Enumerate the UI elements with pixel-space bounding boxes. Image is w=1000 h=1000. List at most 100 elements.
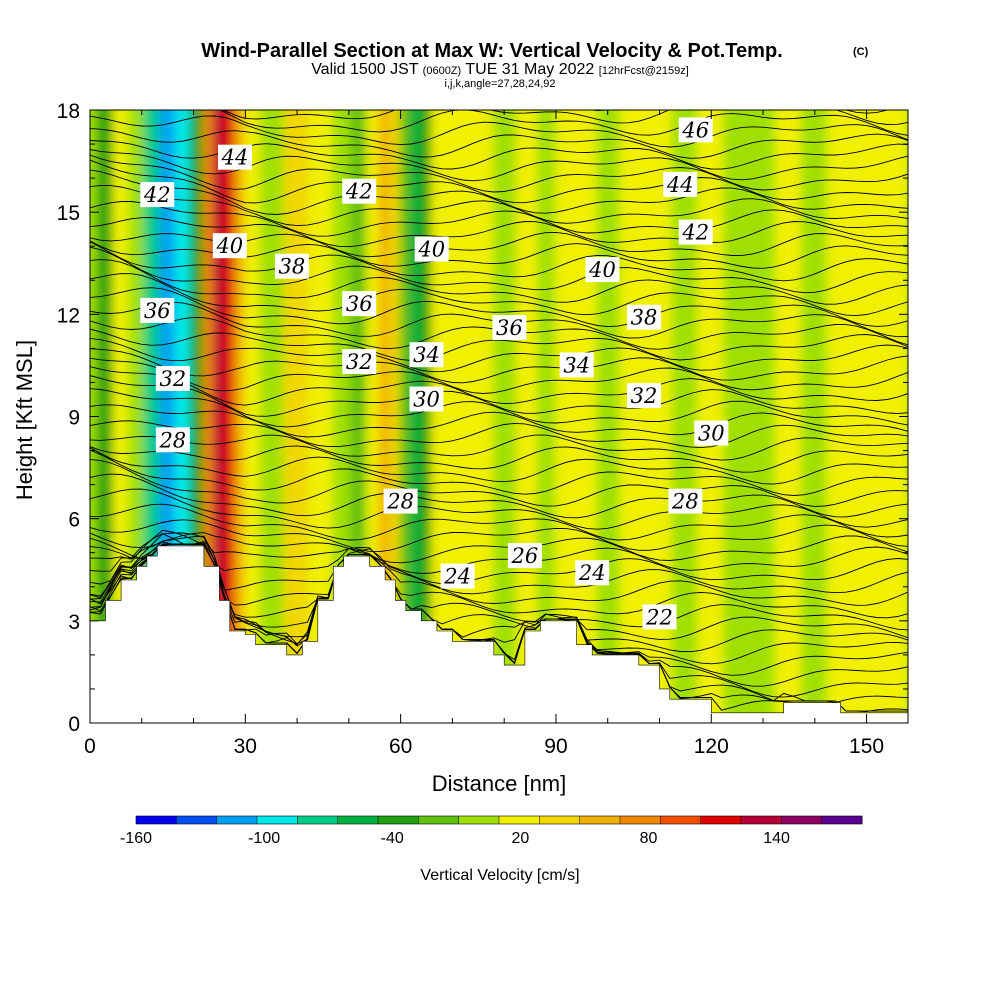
theta-contour <box>90 348 908 384</box>
theta-contour <box>90 404 908 438</box>
theta-contour <box>90 217 908 248</box>
theta-contour <box>90 287 908 328</box>
theta-contour <box>90 541 908 595</box>
velocity-band <box>619 110 648 723</box>
theta-contour <box>90 449 908 496</box>
contour-label-text: 28 <box>671 490 699 514</box>
colorbar-swatch <box>216 816 258 824</box>
contour-label: 30 <box>409 386 444 412</box>
chart-subtitle: Valid 1500 JST (0600Z) TUE 31 May 2022 [… <box>311 61 689 78</box>
contour-label: 44 <box>663 171 698 197</box>
colorbar-swatch <box>499 816 540 824</box>
velocity-band <box>516 110 539 723</box>
terrain <box>90 545 908 723</box>
contour-label-text: 32 <box>346 350 373 374</box>
contour-label-box <box>409 386 444 412</box>
forecast-info: [12hrFcst@2159z] <box>599 65 689 77</box>
velocity-band <box>492 110 519 723</box>
velocity-band <box>878 110 902 723</box>
contour-label-box <box>342 349 377 374</box>
colorbar-swatch <box>337 816 379 824</box>
contour-label: 38 <box>627 304 661 330</box>
theta-contour <box>90 366 908 406</box>
y-axis-label: Height [Kft MSL] <box>12 340 37 500</box>
contour-label-text: 24 <box>578 561 606 585</box>
theta-contour <box>90 259 908 305</box>
contour-label-text: 40 <box>417 238 445 262</box>
contour-label: 28 <box>668 488 703 514</box>
contour-label-text: 42 <box>345 180 373 204</box>
colorbar-swatch <box>378 816 419 824</box>
contour-label: 28 <box>383 488 418 514</box>
colorbar-swatch <box>176 816 218 824</box>
contour-label-box <box>140 182 175 208</box>
contour-label-box <box>155 366 190 391</box>
velocity-band <box>554 110 578 723</box>
contour-label: 22 <box>642 604 677 630</box>
contour-label-box <box>409 342 444 368</box>
theta-contour <box>90 337 908 373</box>
colorbar-swatch <box>418 816 460 824</box>
contour-label-text: 30 <box>698 422 725 446</box>
colorbar-swatch <box>136 816 177 824</box>
theta-contour <box>90 241 908 282</box>
contour-label: 40 <box>414 236 449 262</box>
contour-label-text: 22 <box>645 605 673 629</box>
contour-label-text: 36 <box>144 299 171 323</box>
contour-label-text: 42 <box>681 221 709 245</box>
valid-utc: (0600Z) <box>423 65 462 77</box>
colorbar-swatch <box>458 816 500 824</box>
theta-contour <box>90 246 908 294</box>
y-tick-label: 9 <box>68 407 80 430</box>
contour-label: 40 <box>212 233 247 259</box>
contour-label-box <box>212 233 247 259</box>
contour-label-text: 42 <box>143 183 171 207</box>
colorbar-swatch <box>821 816 863 824</box>
theta-contour <box>90 447 908 485</box>
contour-label: 24 <box>575 560 610 586</box>
contour-label-text: 44 <box>221 146 249 170</box>
contour-label-text: 30 <box>413 388 440 412</box>
theta-contour <box>90 420 908 449</box>
contour-label: 24 <box>440 563 475 589</box>
contour-label-box <box>342 291 377 317</box>
theta-contour <box>90 149 908 182</box>
contour-label-box <box>218 144 252 170</box>
contour-label-text: 34 <box>563 353 590 377</box>
velocity-band <box>283 110 312 723</box>
x-axis: 0 30 60 90 120 150 <box>84 110 884 758</box>
theta-contour <box>90 273 908 317</box>
contour-label-text: 40 <box>588 258 616 282</box>
colorbar-label: Vertical Velocity [cm/s] <box>420 867 579 884</box>
velocity-band <box>223 110 236 723</box>
velocity-band <box>96 110 115 723</box>
colorbar-swatch <box>579 816 621 824</box>
colorbar-tick-label: 80 <box>640 830 658 847</box>
velocity-band <box>448 110 475 723</box>
contour-labels: 46 44 44 42 42 42 40 40 40 38 38 36 36 36 34 34 32 32 32 30… <box>140 117 729 630</box>
theta-contour <box>90 488 908 530</box>
x-tick-label: 0 <box>84 735 96 758</box>
theta-contour <box>90 159 908 204</box>
valid-date: TUE 31 May 2022 <box>465 61 594 78</box>
theta-contour <box>90 154 908 193</box>
velocity-band <box>723 110 752 723</box>
contour-label-box <box>663 171 698 197</box>
y-tick-label: 15 <box>57 202 80 225</box>
contour-label: 26 <box>507 543 542 569</box>
contour-label-box <box>559 352 594 378</box>
colorbar-tick-label: -160 <box>120 830 152 847</box>
velocity-band <box>697 110 726 723</box>
contour-label: 32 <box>627 383 661 409</box>
theta-contour <box>90 128 908 159</box>
contour-label-box <box>414 236 449 262</box>
contour-label-box <box>678 219 713 245</box>
contour-label: 36 <box>492 315 527 340</box>
theta-contour <box>90 533 908 606</box>
colorbar-swatch <box>539 816 581 824</box>
theta-contour <box>90 537 908 574</box>
plot-area: 46 44 44 42 42 42 40 40 40 38 38 36 36 36 34 34 32 32 32 30… <box>90 110 908 723</box>
x-tick-label: 120 <box>694 735 729 758</box>
contour-label-box <box>668 488 703 514</box>
